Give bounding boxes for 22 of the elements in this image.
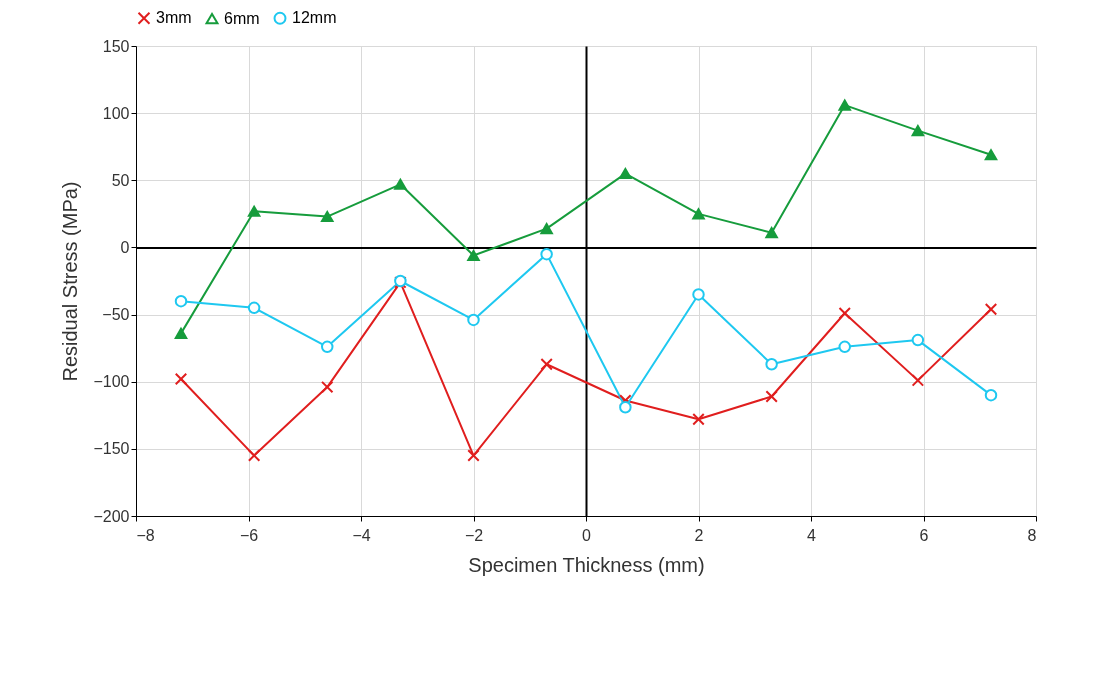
- x-tick-label: 8: [1027, 526, 1037, 544]
- x-tick-label: −6: [239, 526, 259, 544]
- y-tick-label: 100: [102, 104, 130, 122]
- x-tick-label: 6: [919, 526, 929, 544]
- x-tick-label: 4: [807, 526, 817, 544]
- y-tick-label: −200: [93, 507, 130, 525]
- legend-label: 3mm: [156, 9, 192, 27]
- x-tick-label: −4: [352, 526, 371, 544]
- x-tick-label: 2: [694, 526, 704, 544]
- y-tick-label: −150: [93, 440, 130, 458]
- y-tick-label: 150: [102, 37, 130, 55]
- legend-label: 6mm: [224, 9, 260, 27]
- y-tick-label: 50: [111, 171, 130, 189]
- y-axis-title: Residual Stress (MPa): [59, 181, 82, 382]
- x-axis-title: Specimen Thickness (mm): [468, 553, 705, 576]
- y-tick-label: −50: [102, 306, 130, 324]
- y-tick-label: 0: [120, 238, 130, 256]
- y-tick-label: −100: [93, 373, 130, 391]
- x-tick-label: −8: [136, 526, 155, 544]
- legend-label: 12mm: [292, 9, 337, 27]
- x-tick-label: 0: [582, 526, 592, 544]
- x-tick-label: −2: [464, 526, 484, 544]
